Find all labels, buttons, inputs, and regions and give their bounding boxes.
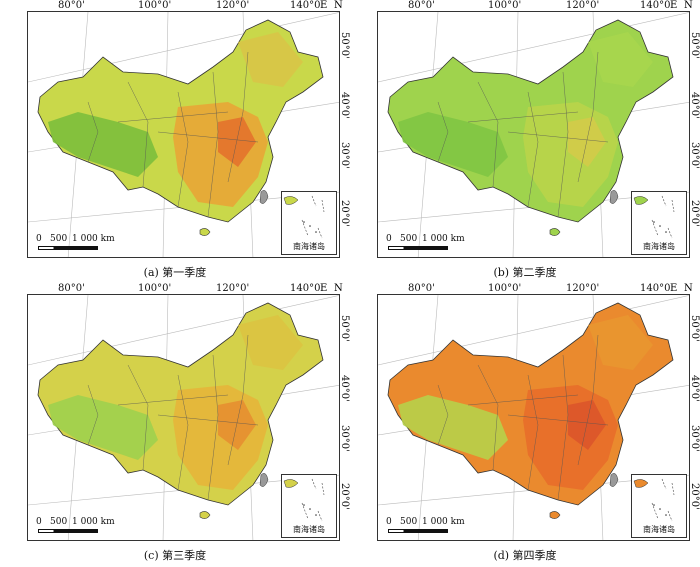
lon-label-80: 80°0' xyxy=(58,283,85,294)
china-map-q2 xyxy=(378,12,689,257)
map-panel-q4: 80°0' 100°0' 120°0' 140°0' E N 50°0' 40°… xyxy=(350,283,700,566)
panel-caption: (c) 第三季度 xyxy=(143,549,207,562)
lat-label-50: 50°0' xyxy=(339,32,350,59)
lon-label-120: 120°0' xyxy=(216,0,250,11)
map-panel-q1: 80°0' 100°0' 120°0' 140°0' E N 50°0' 40°… xyxy=(0,0,350,283)
map-frame: 0 500 1 000 km 南海诸岛 xyxy=(377,294,690,541)
scale-end: 1 000 km xyxy=(422,517,465,527)
lat-label-20: 20°0' xyxy=(339,483,350,510)
lon-label-100: 100°0' xyxy=(138,0,172,11)
china-map-q4 xyxy=(378,295,689,540)
lon-label-100: 100°0' xyxy=(488,0,522,11)
lat-label-40: 40°0' xyxy=(339,375,350,402)
lat-label-50: 50°0' xyxy=(339,315,350,342)
map-frame: 0 500 1 000 km 南海诸岛 xyxy=(377,11,690,258)
panel-caption: (a) 第一季度 xyxy=(143,266,207,279)
panel-caption: (b) 第二季度 xyxy=(493,266,557,279)
scale-zero: 0 xyxy=(386,234,392,244)
lat-label-30: 30°0' xyxy=(689,425,700,452)
lon-label-80: 80°0' xyxy=(408,0,435,11)
scale-zero: 0 xyxy=(386,517,392,527)
scale-bar-graphic xyxy=(388,529,448,533)
east-label: E xyxy=(320,283,328,294)
scale-mid: 500 xyxy=(50,517,68,527)
lon-label-140: 140°0' xyxy=(290,283,324,294)
scale-bar-graphic xyxy=(38,529,98,533)
scale-mid: 500 xyxy=(400,517,418,527)
map-frame: 0 500 1 000 km 南海诸岛 xyxy=(27,294,340,541)
lat-label-40: 40°0' xyxy=(689,92,700,119)
scale-zero: 0 xyxy=(36,234,42,244)
lat-label-30: 30°0' xyxy=(339,142,350,169)
lon-label-120: 120°0' xyxy=(566,0,600,11)
map-panel-q3: 80°0' 100°0' 120°0' 140°0' E N 50°0' 40°… xyxy=(0,283,350,566)
lat-label-40: 40°0' xyxy=(689,375,700,402)
lon-label-140: 140°0' xyxy=(290,0,324,11)
lon-label-80: 80°0' xyxy=(408,283,435,294)
lat-label-30: 30°0' xyxy=(689,142,700,169)
lat-label-50: 50°0' xyxy=(689,315,700,342)
lat-label-30: 30°0' xyxy=(339,425,350,452)
scale-zero: 0 xyxy=(36,517,42,527)
north-label: N xyxy=(334,283,343,294)
north-label: N xyxy=(684,0,693,11)
china-map-q1 xyxy=(28,12,339,257)
north-label: N xyxy=(684,283,693,294)
lat-label-20: 20°0' xyxy=(689,200,700,227)
north-label: N xyxy=(334,0,343,11)
region-west xyxy=(48,112,158,177)
region-hot xyxy=(218,117,256,167)
map-frame: 0 500 1 000 km 南海诸岛 xyxy=(27,11,340,258)
lat-label-50: 50°0' xyxy=(689,32,700,59)
south-china-sea-inset: 南海诸岛 xyxy=(631,474,687,538)
inset-label: 南海诸岛 xyxy=(643,242,675,251)
inset-label: 南海诸岛 xyxy=(293,525,325,534)
east-label: E xyxy=(670,283,678,294)
region-north xyxy=(238,32,303,87)
lon-label-140: 140°0' xyxy=(640,283,674,294)
scale-bar-graphic xyxy=(388,246,448,250)
lon-label-100: 100°0' xyxy=(138,283,172,294)
south-china-sea-inset: 南海诸岛 xyxy=(281,474,337,538)
map-panel-q2: 80°0' 100°0' 120°0' 140°0' E N 50°0' 40°… xyxy=(350,0,700,283)
panel-caption: (d) 第四季度 xyxy=(493,549,557,562)
scale-mid: 500 xyxy=(400,234,418,244)
scale-end: 1 000 km xyxy=(72,234,115,244)
lon-label-140: 140°0' xyxy=(640,0,674,11)
inset-label: 南海诸岛 xyxy=(643,525,675,534)
scale-mid: 500 xyxy=(50,234,68,244)
lat-label-20: 20°0' xyxy=(339,200,350,227)
lat-label-40: 40°0' xyxy=(339,92,350,119)
scale-end: 1 000 km xyxy=(72,517,115,527)
south-china-sea-inset: 南海诸岛 xyxy=(631,191,687,255)
south-china-sea-inset: 南海诸岛 xyxy=(281,191,337,255)
lon-label-120: 120°0' xyxy=(216,283,250,294)
lon-label-80: 80°0' xyxy=(58,0,85,11)
lon-label-120: 120°0' xyxy=(566,283,600,294)
china-map-q3 xyxy=(28,295,339,540)
lon-label-100: 100°0' xyxy=(488,283,522,294)
scale-end: 1 000 km xyxy=(422,234,465,244)
inset-label: 南海诸岛 xyxy=(293,242,325,251)
lat-label-20: 20°0' xyxy=(689,483,700,510)
east-label: E xyxy=(320,0,328,11)
east-label: E xyxy=(670,0,678,11)
scale-bar-graphic xyxy=(38,246,98,250)
